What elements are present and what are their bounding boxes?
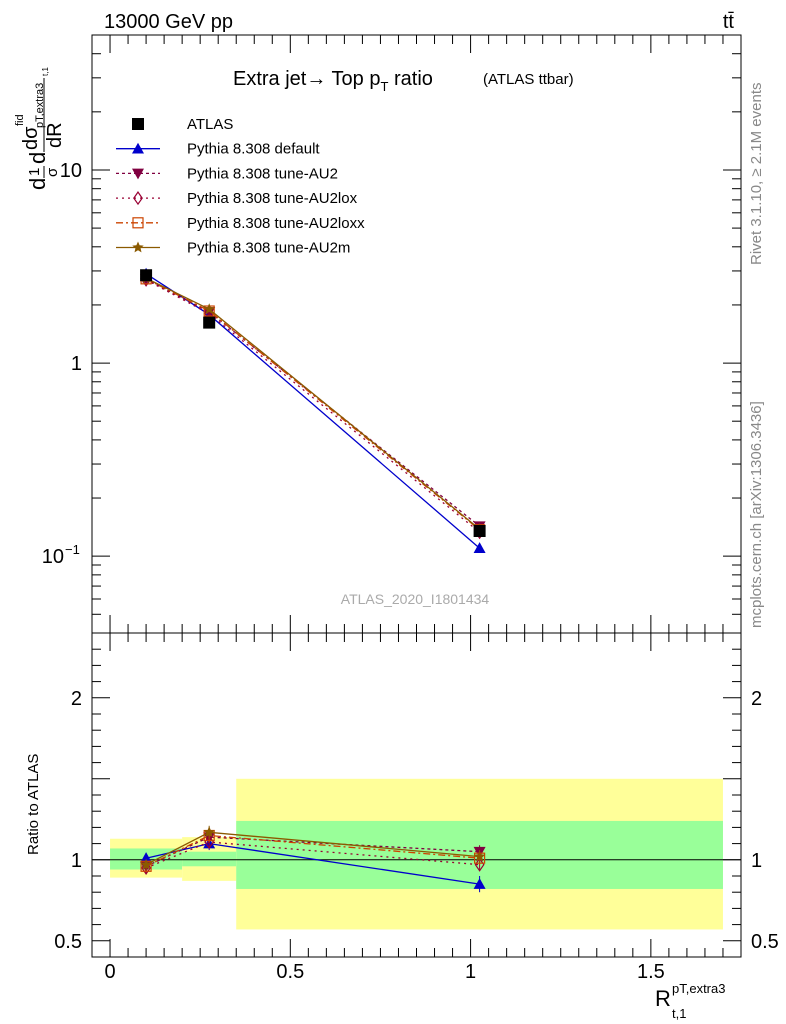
ratio-series-point	[141, 860, 152, 875]
svg-text:t,1: t,1	[41, 67, 50, 76]
ratio-y-tick-label-right: 0.5	[751, 931, 779, 953]
svg-text:fid: fid	[14, 114, 26, 126]
series-point	[203, 307, 216, 318]
legend-label: Pythia 8.308 tune-AU2	[187, 165, 338, 182]
svg-text:pT,extra3: pT,extra3	[672, 981, 725, 996]
ratio-y-tick-label: 2	[71, 688, 82, 710]
series-line	[145, 279, 481, 533]
legend-label: Pythia 8.308 tune-AU2m	[187, 240, 350, 257]
legend-label: Pythia 8.308 tune-AU2lox	[187, 190, 358, 207]
ratio-y-tick-label-right: 2	[751, 688, 762, 710]
atlas-data-point	[473, 524, 486, 537]
series-point	[203, 303, 215, 315]
svg-text:d: d	[25, 152, 50, 164]
chart-subtitle: (ATLAS ttbar)	[483, 71, 574, 88]
legend-label: ATLAS	[187, 116, 233, 133]
legend-marker	[133, 191, 143, 206]
x-tick-label: 1	[465, 961, 476, 983]
header-right: tt̄	[723, 11, 735, 33]
legend-label: Pythia 8.308 default	[187, 141, 320, 158]
ratio-series-point	[203, 826, 215, 838]
legend-marker	[132, 142, 144, 154]
y-tick-label: 10	[42, 546, 64, 568]
uncertainty-band-stat	[182, 851, 237, 867]
svg-text:σ: σ	[44, 167, 61, 177]
ratio-series-point	[140, 858, 152, 870]
legend-marker	[132, 241, 144, 253]
series-point	[473, 542, 486, 553]
x-tick-label: 0	[104, 961, 115, 983]
mcplots-label: mcplots.cern.ch [arXiv:1306.3436]	[748, 401, 765, 628]
x-tick-label: 1.5	[637, 961, 665, 983]
legend-marker	[132, 168, 144, 180]
legend-label: Pythia 8.308 tune-AU2loxx	[187, 215, 365, 232]
series-line	[145, 273, 481, 549]
ratio-y-tick-label: 0.5	[54, 931, 82, 953]
y-tick-label: 10	[60, 160, 82, 182]
svg-text:pT,extra3: pT,extra3	[34, 83, 46, 128]
svg-text:dR: dR	[44, 122, 66, 148]
x-axis-label: R pT,extra3 t,1	[655, 981, 725, 1021]
ratio-series-point	[473, 878, 486, 889]
svg-text:d: d	[25, 178, 50, 190]
y-tick-label-exponent: −1	[65, 542, 80, 557]
series-line	[145, 278, 481, 527]
ratio-y-axis-label: Ratio to ATLAS	[25, 754, 42, 855]
svg-text:t,1: t,1	[672, 1006, 686, 1021]
ratio-y-tick-label: 1	[71, 850, 82, 872]
rivet-label: Rivet 3.1.10, ≥ 2.1M events	[748, 83, 765, 266]
atlas-data-point	[203, 316, 216, 329]
legend-marker	[132, 217, 144, 229]
svg-text:R: R	[655, 986, 671, 1011]
analysis-watermark: ATLAS_2020_I1801434	[341, 591, 490, 607]
main-y-axis-label: d 1 σ d dσ fid pT,extra3 t,1 dR	[14, 67, 66, 190]
x-tick-label: 0.5	[276, 961, 304, 983]
svg-text:1: 1	[26, 168, 43, 176]
ratio-series-point	[473, 850, 486, 862]
legend-marker	[132, 118, 144, 130]
chart-title: Extra jet→ Top pT ratio	[233, 68, 433, 94]
ratio-series-point	[140, 852, 153, 863]
svg-text:dσ: dσ	[20, 126, 42, 150]
y-tick-label: 1	[71, 353, 82, 375]
header-left: 13000 GeV pp	[104, 11, 233, 33]
atlas-data-point	[140, 269, 153, 282]
ratio-y-tick-label-right: 1	[751, 850, 762, 872]
